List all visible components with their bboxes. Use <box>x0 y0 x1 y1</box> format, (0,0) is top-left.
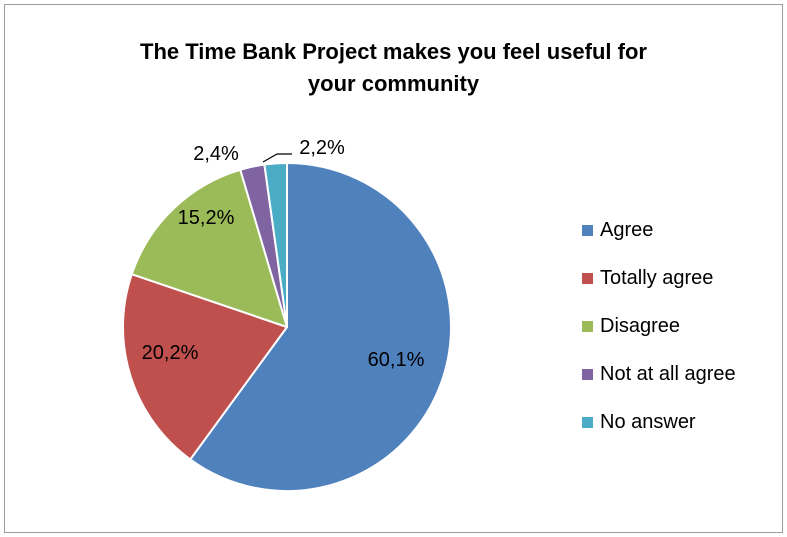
pie-slice-agree <box>189 162 452 492</box>
data-label-not-at-all-agree: 2,4% <box>193 143 239 165</box>
legend-swatch-totally-agree <box>582 272 593 284</box>
legend-swatch-agree <box>582 224 593 236</box>
leader-line-no-answer <box>262 153 292 163</box>
legend-swatch-disagree <box>582 320 593 332</box>
legend-label-disagree: Disagree <box>600 314 681 337</box>
chart-title-line-1: The Time Bank Project makes you feel use… <box>140 39 647 64</box>
legend-label-agree: Agree <box>600 218 654 241</box>
legend-item-no-answer: No answer <box>582 406 736 438</box>
data-label-agree: 60,1% <box>368 349 425 371</box>
legend-item-disagree: Disagree <box>582 310 736 342</box>
pie-slice-disagree <box>130 168 288 328</box>
legend: Agree Totally agree Disagree Not at all agr… <box>582 214 736 454</box>
pie-slice-totally-agree <box>122 273 288 461</box>
legend-label-no-answer: No answer <box>600 410 696 433</box>
pie-slice-no-answer <box>263 161 288 328</box>
data-label-totally-agree: 20,2% <box>142 342 199 364</box>
legend-label-not-at-all-agree: Not at all agree <box>600 362 736 385</box>
legend-swatch-no-answer <box>582 416 593 428</box>
chart-title: The Time Bank Project makes you feel use… <box>4 36 783 100</box>
data-label-no-answer: 2,2% <box>299 137 345 159</box>
legend-item-agree: Agree <box>582 214 736 246</box>
legend-swatch-not-at-all-agree <box>582 368 593 380</box>
legend-item-totally-agree: Totally agree <box>582 262 736 294</box>
legend-item-not-at-all-agree: Not at all agree <box>582 358 736 390</box>
chart-title-line-2: your community <box>307 71 480 96</box>
legend-label-totally-agree: Totally agree <box>600 266 714 289</box>
data-label-disagree: 15,2% <box>178 207 235 229</box>
